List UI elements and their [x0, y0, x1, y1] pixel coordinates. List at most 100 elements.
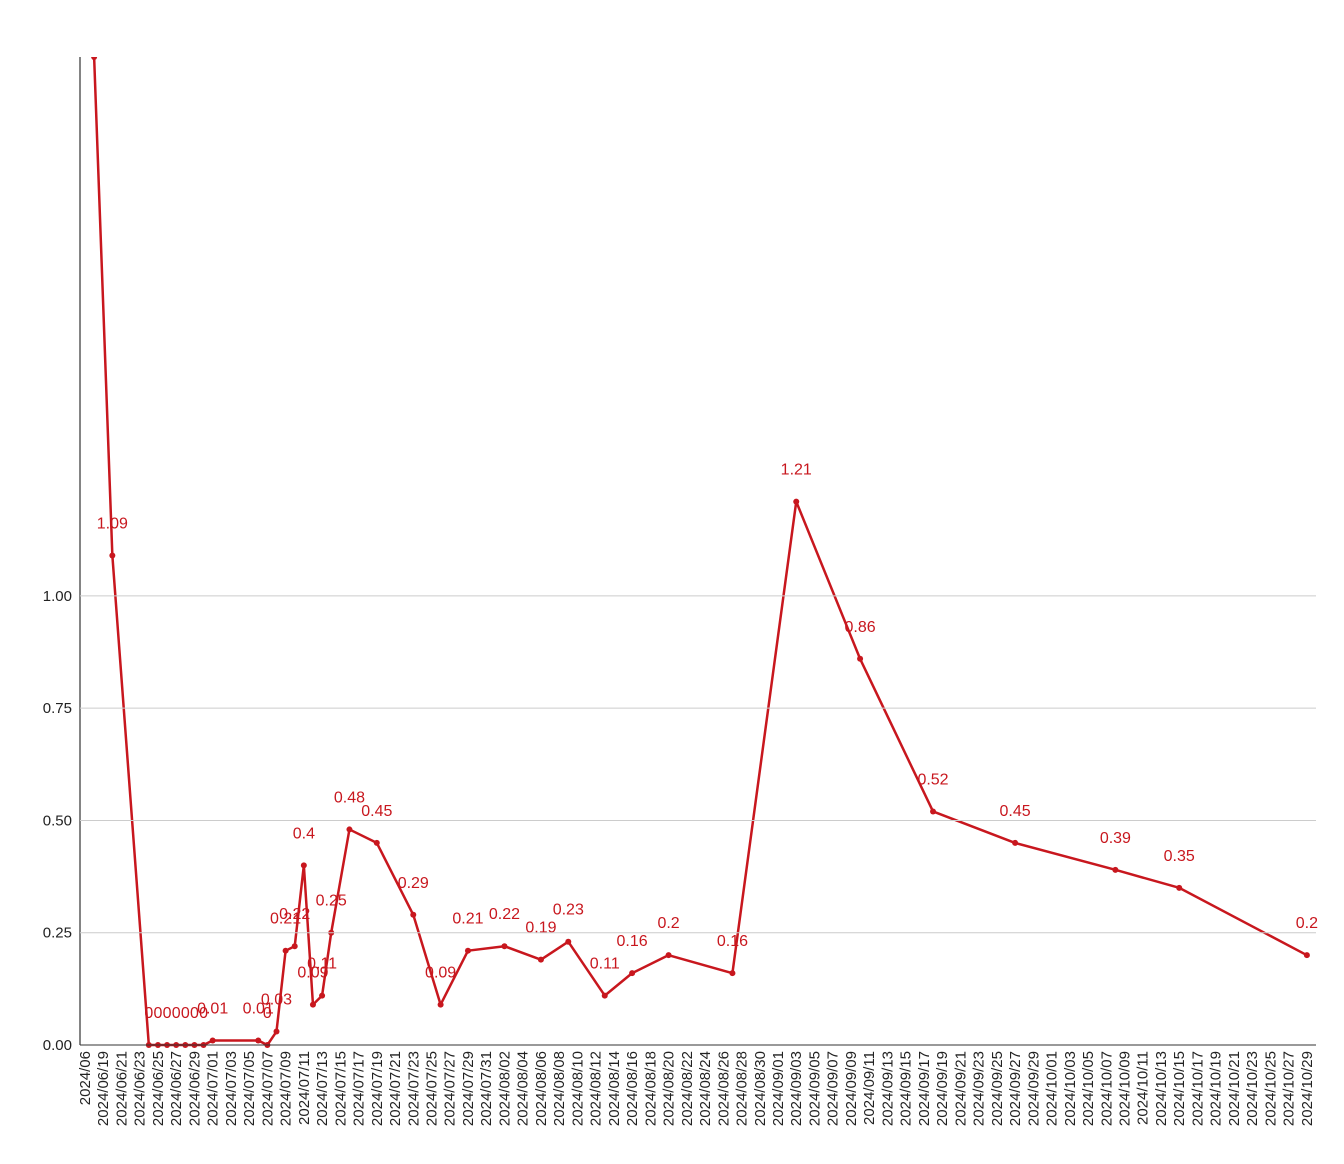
x-tick-label: 2024/09/03	[788, 1051, 805, 1126]
point	[793, 498, 800, 505]
data-label: 0.19	[525, 920, 556, 937]
data-label: 0.01	[243, 1001, 274, 1018]
x-tick-label: 2024/08/24	[697, 1051, 714, 1126]
x-tick-label: 2024/10/01	[1044, 1051, 1061, 1126]
x-tick-label: 2024/09/29	[1025, 1051, 1042, 1126]
x-tick-label: 2024/08/06	[533, 1051, 550, 1126]
data-label: 0.48	[334, 789, 365, 806]
x-tick-label: 2024/07/27	[442, 1051, 459, 1126]
x-tick-label: 2024/09/21	[952, 1051, 969, 1126]
x-tick-label: 2024/09/25	[989, 1051, 1006, 1126]
x-tick-label: 2024/06/21	[113, 1051, 130, 1126]
x-tick-label: 2024/06/23	[132, 1051, 149, 1126]
x-tick-label: 2024/10/29	[1299, 1051, 1316, 1126]
x-tick-label: 2024/09/13	[879, 1051, 896, 1126]
x-tick-label: 2024/07/17	[351, 1051, 368, 1126]
y-tick-label: 0.00	[43, 1037, 72, 1054]
point	[273, 1028, 280, 1035]
data-label: 0	[172, 1005, 181, 1022]
data-label: 0.29	[398, 875, 429, 892]
data-label: 1.21	[781, 462, 812, 479]
x-tick-label: 2024/06/25	[150, 1051, 167, 1126]
x-tick-label: 2024/06	[77, 1051, 94, 1105]
data-label: 0	[190, 1005, 199, 1022]
x-tick-label: 2024/10/25	[1262, 1051, 1279, 1126]
point	[410, 911, 417, 918]
x-tick-label: 2024/08/20	[661, 1051, 678, 1126]
line	[92, 57, 1308, 1047]
x-tick-label: 2024/06/27	[168, 1051, 185, 1126]
x-tick-label: 2024/07/03	[223, 1051, 240, 1126]
data-label: 0.11	[307, 956, 337, 973]
data-label: 0.22	[489, 906, 520, 923]
x-tick-label: 2024/07/29	[460, 1051, 477, 1126]
y-tick-label: 0.75	[43, 700, 72, 717]
data-label: 0.23	[553, 902, 584, 919]
x-tick-label: 2024/08/02	[496, 1051, 513, 1126]
data-label: 0.21	[270, 911, 301, 928]
point	[501, 943, 508, 950]
x-tick-label: 2024/08/08	[551, 1051, 568, 1126]
data-label: 2.2	[83, 17, 105, 34]
point	[319, 992, 326, 999]
data-label: 0.39	[1100, 830, 1131, 847]
x-tick-label: 2024/07/25	[424, 1051, 441, 1126]
x-tick-label: 2024/09/07	[825, 1051, 842, 1126]
point	[729, 970, 736, 977]
x-tick-label: 2024/07/01	[205, 1051, 222, 1126]
x-tick-label: 2024/08/28	[734, 1051, 751, 1126]
x-tick-label: 2024/08/14	[606, 1051, 623, 1126]
x-tick-label: 2024/07/19	[369, 1051, 386, 1126]
x-tick-label: 2024/10/15	[1171, 1051, 1188, 1126]
data-label: 0.21	[452, 911, 483, 928]
y-tick-label: 1.00	[43, 588, 72, 605]
y-tick-label: 0.25	[43, 925, 72, 942]
data-label: 0.09	[297, 965, 328, 982]
x-tick-label: 2024/08/10	[569, 1051, 586, 1126]
data-label: 0.52	[917, 771, 948, 788]
x-tick-label: 2024/08/16	[624, 1051, 641, 1126]
x-tick-label: 2024/10/11	[1135, 1051, 1152, 1125]
data-label: 0.16	[617, 933, 648, 950]
data-label: 0.35	[1164, 848, 1195, 865]
x-tick-label: 2024/10/13	[1153, 1051, 1170, 1126]
data-label: 0.16	[717, 933, 748, 950]
x-tick-label: 2024/08/22	[679, 1051, 696, 1126]
point	[1112, 866, 1119, 873]
x-tick-label: 2024/07/15	[332, 1051, 349, 1126]
data-label: 1.09	[97, 515, 128, 532]
point	[109, 552, 116, 559]
data-label: 0.2	[657, 915, 679, 932]
data-label: 0.11	[590, 956, 620, 973]
point	[291, 943, 298, 950]
x-tick-label: 2024/09/05	[806, 1051, 823, 1126]
data-label: 0.4	[293, 825, 315, 842]
x-tick-label: 2024/07/11	[296, 1051, 313, 1125]
data-label: 0.45	[361, 803, 392, 820]
x-tick-label: 2024/08/12	[588, 1051, 605, 1126]
point	[629, 970, 636, 977]
x-tick-label: 2024/08/04	[515, 1051, 532, 1126]
x-tick-label: 2024/07/09	[278, 1051, 295, 1126]
point	[373, 839, 380, 846]
x-tick-label: 2024/10/27	[1281, 1051, 1298, 1126]
point	[565, 938, 572, 945]
data-label: 0	[263, 1005, 272, 1022]
data-label: 0.25	[316, 893, 347, 910]
point	[300, 862, 307, 869]
data-label: 0.2	[1296, 915, 1318, 932]
x-tick-label: 2024/06/29	[186, 1051, 203, 1126]
x-tick-label: 2024/10/23	[1244, 1051, 1261, 1126]
point	[601, 992, 608, 999]
data-label: 0.09	[425, 965, 456, 982]
x-tick-label: 2024/09/15	[898, 1051, 915, 1126]
point	[930, 808, 937, 815]
x-tick-label: 2024/08/26	[715, 1051, 732, 1126]
point	[1303, 952, 1310, 959]
x-tick-label: 2024/10/09	[1117, 1051, 1134, 1126]
x-tick-label: 2024/10/03	[1062, 1051, 1079, 1126]
x-tick-label: 2024/09/09	[843, 1051, 860, 1126]
point	[537, 956, 544, 963]
point	[282, 947, 289, 954]
